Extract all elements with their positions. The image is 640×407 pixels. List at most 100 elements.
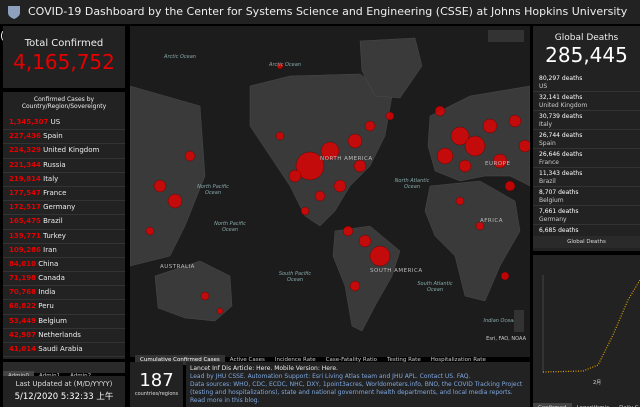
country-row[interactable]: 53,449 Belgium (3, 315, 125, 329)
deaths-row[interactable]: 32,141 deaths United Kingdom (533, 92, 640, 111)
country-row[interactable]: 42,987 Netherlands (3, 329, 125, 343)
deaths-row[interactable]: 11,343 deaths Brazil (533, 168, 640, 187)
case-bubble[interactable] (347, 133, 363, 149)
case-bubble[interactable] (320, 141, 340, 161)
ocean-label: North Atlantic Ocean (394, 178, 430, 190)
map-tab[interactable]: Testing Rate (387, 357, 421, 363)
country-row[interactable]: 177,547 France (3, 187, 125, 202)
continent-label: AUSTRALIA (160, 264, 195, 270)
countries-value: 187 (139, 370, 174, 391)
case-bubble[interactable] (492, 153, 508, 169)
last-updated-box: Last Updated at (M/D/YYYY) 5/12/2020 5:3… (3, 376, 125, 407)
case-bubble[interactable] (353, 159, 367, 173)
chart-tab[interactable]: Confirmed (533, 403, 572, 407)
deaths-row[interactable]: 8,707 deaths Belgium (533, 187, 640, 206)
ocean-label: North Pacific Ocean (214, 221, 246, 233)
case-bubble[interactable] (458, 159, 472, 173)
case-bubble[interactable] (434, 105, 446, 117)
country-name: Italy (539, 121, 553, 128)
country-row[interactable]: 219,814 Italy (3, 173, 125, 187)
case-bubble[interactable] (349, 280, 361, 292)
chart-tab[interactable]: Daily C (614, 403, 640, 407)
deaths-row[interactable]: 30,739 deaths Italy (533, 111, 640, 130)
case-bubble[interactable] (288, 169, 302, 183)
case-bubble[interactable] (200, 291, 210, 301)
case-bubble[interactable] (482, 118, 498, 134)
case-bubble[interactable] (276, 62, 284, 70)
ocean-label: Arctic Ocean (164, 54, 196, 60)
case-bubble[interactable] (500, 271, 510, 281)
case-bubble[interactable] (369, 245, 391, 267)
map-tab[interactable]: Active Cases (229, 357, 265, 363)
country-row[interactable]: 84,010 China (3, 258, 125, 273)
deaths-row[interactable]: 26,646 deaths France (533, 149, 640, 168)
case-bubble[interactable] (436, 147, 454, 165)
country-name: Germany (43, 203, 76, 212)
case-bubble[interactable] (504, 180, 516, 192)
case-bubble[interactable] (475, 221, 485, 231)
deaths-row[interactable]: 80,297 deaths US (533, 73, 640, 92)
case-bubble[interactable] (145, 226, 155, 236)
case-bubble[interactable] (184, 150, 196, 162)
total-confirmed-box: Total Confirmed 4,165,752 (3, 26, 125, 88)
country-name: Canada (38, 274, 65, 283)
country-row[interactable]: 70,768 India (3, 286, 125, 301)
case-count: 42,987 (9, 330, 37, 339)
map-tab[interactable]: Incidence Rate (274, 357, 316, 363)
case-bubble[interactable] (385, 111, 395, 121)
case-bubble[interactable] (216, 307, 224, 315)
country-row[interactable]: 109,286 Iran (3, 244, 125, 258)
country-row[interactable]: 139,771 Turkey (3, 230, 125, 244)
case-count: 68,822 (9, 302, 37, 311)
case-bubble[interactable] (508, 114, 522, 128)
case-bubble[interactable] (518, 139, 530, 153)
country-row[interactable]: 227,436 Spain (3, 130, 125, 145)
case-bubble[interactable] (167, 193, 183, 209)
case-bubble[interactable] (314, 190, 326, 202)
deaths-count: 8,707 deaths (539, 189, 579, 196)
country-row[interactable]: 41,014 Saudi Arabia (3, 343, 125, 358)
country-row[interactable]: 224,329 United Kingdom (3, 144, 125, 159)
ocean-label: South Atlantic Ocean (417, 281, 453, 293)
country-row[interactable]: 68,822 Peru (3, 300, 125, 315)
map-tab[interactable]: Case-Fatality Ratio (325, 357, 378, 363)
zoom-control[interactable] (514, 310, 524, 332)
case-bubble[interactable] (333, 179, 347, 193)
case-bubble[interactable] (450, 126, 470, 146)
case-bubble[interactable] (300, 206, 310, 216)
country-row[interactable]: 221,344 Russia (3, 159, 125, 173)
country-name: Belgium (38, 316, 67, 325)
chart-panel: 2月 ConfirmedLogarithmicDaily C (533, 255, 640, 407)
case-count: 221,344 (9, 160, 41, 169)
chart-tabs: ConfirmedLogarithmicDaily C (533, 394, 640, 407)
countries-label: countries/regions (134, 391, 179, 397)
case-bubble[interactable] (295, 151, 325, 181)
land (424, 180, 521, 302)
country-row[interactable]: 35,022 Mexico (3, 357, 125, 359)
chart-tab[interactable]: Logarithmic (572, 403, 615, 407)
case-count: 41,014 (9, 345, 37, 353)
ocean-label: Indian Ocean (483, 318, 517, 324)
country-name: China (38, 259, 59, 268)
country-row[interactable]: 71,198 Canada (3, 272, 125, 287)
map-toolbar[interactable] (488, 30, 524, 42)
case-bubble[interactable] (464, 135, 486, 157)
map-tab[interactable]: Hospitalization Rate (430, 357, 486, 363)
country-row[interactable]: 172,517 Germany (3, 201, 125, 216)
country-row[interactable]: 1,345,307 US (3, 116, 125, 131)
case-bubble[interactable] (364, 120, 376, 132)
case-bubble[interactable] (358, 234, 372, 248)
country-row[interactable]: 165,475 Brazil (3, 215, 125, 230)
deaths-row[interactable]: 7,661 deaths Germany (533, 206, 640, 225)
case-bubble[interactable] (455, 196, 465, 206)
deaths-row[interactable]: 26,744 deaths Spain (533, 130, 640, 149)
case-bubble[interactable] (342, 225, 354, 237)
map-tab[interactable]: Cumulative Confirmed Cases (135, 355, 225, 365)
deaths-nav[interactable]: Global Deaths (533, 236, 640, 248)
case-bubble[interactable] (153, 179, 167, 193)
case-count: 70,768 (9, 288, 37, 297)
country-list-title: Confirmed Cases by Country/Region/Sovere… (21, 96, 107, 110)
case-bubble[interactable] (275, 131, 285, 141)
continent-label: NORTH AMERICA (320, 156, 373, 162)
last-updated-value: 5/12/2020 5:32:33 上午 (14, 392, 114, 402)
